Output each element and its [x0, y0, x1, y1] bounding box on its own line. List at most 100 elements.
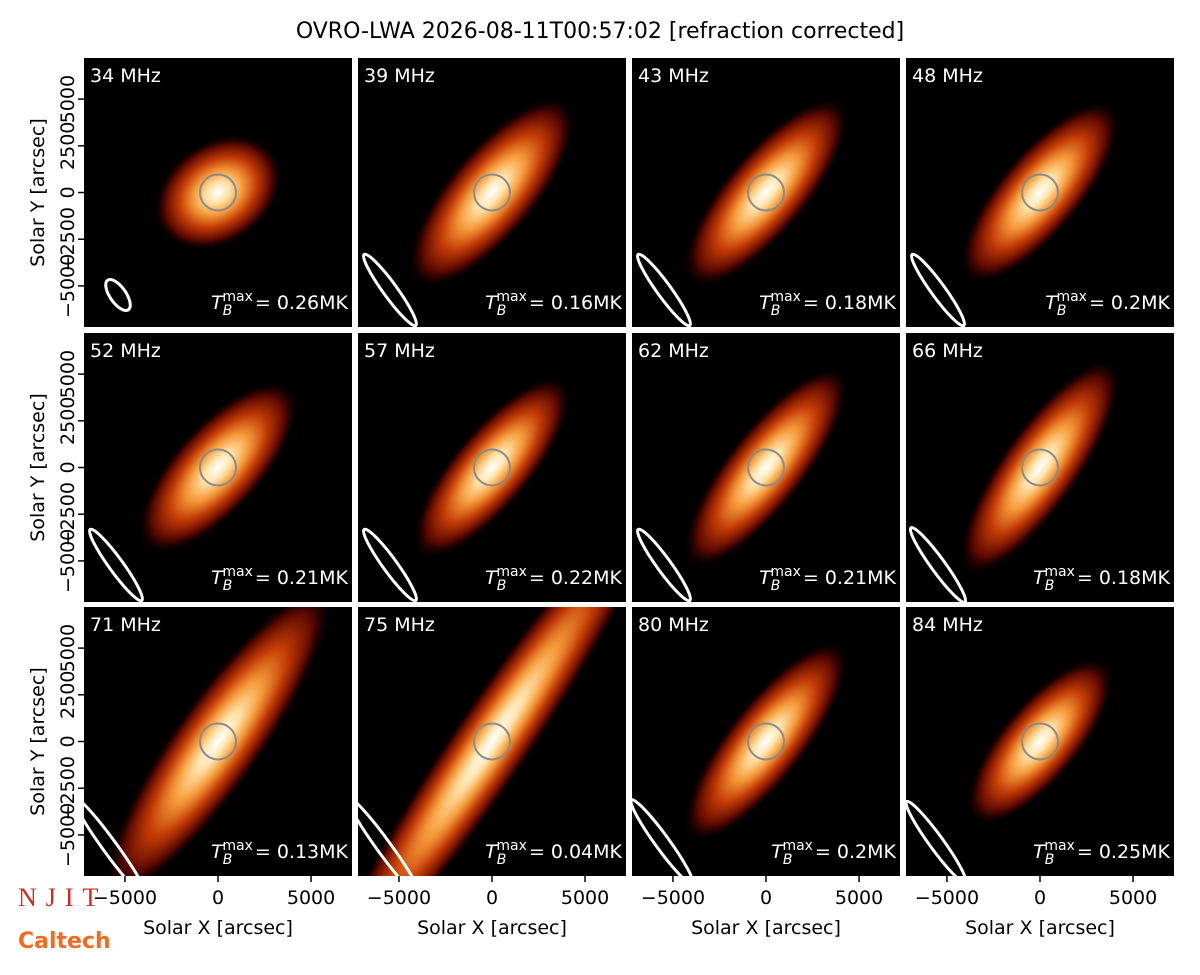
tb-annotation: TBmax = 0.18MK: [759, 289, 896, 319]
y-tick-label: 5000: [57, 75, 79, 123]
tb-sub: B: [223, 578, 233, 594]
logo-njit: NJIT: [18, 883, 107, 912]
solar-disk: [1021, 173, 1059, 212]
panel-title: 48 MHz: [912, 65, 983, 87]
panel-image: [632, 333, 900, 602]
tb-symbol: T: [759, 292, 772, 314]
x-tick-label: 5000: [1109, 887, 1157, 909]
y-axis-label: Solar Y [arcsec]: [27, 393, 49, 541]
y-axis-label: Solar Y [arcsec]: [27, 667, 49, 815]
panel-image: [632, 58, 900, 327]
y-tick-label: 0: [57, 186, 79, 198]
panel-title: 62 MHz: [638, 340, 709, 362]
tb-value: = 0.04MK: [529, 841, 623, 863]
x-axis-label: Solar X [arcsec]: [965, 917, 1115, 939]
x-tick-label: −5000: [641, 887, 705, 909]
panel: 48 MHz TBmax = 0.2MK: [906, 58, 1174, 327]
tb-sup: max: [1044, 564, 1075, 580]
tb-symbol: T: [485, 567, 498, 589]
beam: [84, 795, 149, 876]
y-tick-label: −5000: [57, 254, 79, 318]
x-tick-label: 5000: [287, 887, 335, 909]
tb-sup: max: [496, 564, 527, 580]
tb-symbol: T: [211, 841, 224, 863]
tb-annotation: TBmax = 0.18MK: [1033, 564, 1170, 594]
panel-title: 34 MHz: [90, 65, 161, 87]
panel: 57 MHz TBmax = 0.22MK: [358, 333, 626, 602]
x-tick-label: 0: [486, 887, 498, 909]
panel-image: [632, 607, 900, 876]
panel: 84 MHz TBmax = 0.25MK −5000 0 5000 Solar X [ar…: [906, 607, 1174, 939]
beam: [632, 798, 695, 876]
solar-disk: [199, 173, 237, 212]
emission: [682, 365, 850, 570]
tb-sup: max: [770, 289, 801, 305]
tb-sup: max: [222, 838, 253, 854]
tb-annotation: TBmax = 0.26MK: [211, 289, 348, 319]
solar-disk: [473, 722, 511, 761]
tb-sub: B: [497, 303, 507, 319]
panel: 43 MHz TBmax = 0.18MK: [632, 58, 900, 327]
panel-title: 52 MHz: [90, 340, 161, 362]
solar-disk: [473, 448, 511, 487]
tb-annotation: TBmax = 0.13MK: [211, 838, 348, 868]
tb-annotation: TBmax = 0.16MK: [485, 289, 622, 319]
beam: [362, 252, 418, 327]
x-tick-label: 0: [760, 887, 772, 909]
tb-annotation: TBmax = 0.2MK: [771, 838, 896, 868]
tb-sup: max: [1044, 838, 1075, 854]
solar-disk: [473, 173, 511, 212]
panel-title: 80 MHz: [638, 614, 709, 636]
panel-title: 75 MHz: [364, 614, 435, 636]
x-tick-label: 5000: [561, 887, 609, 909]
beam: [910, 252, 966, 327]
tb-sub: B: [1057, 303, 1067, 319]
tb-sup: max: [782, 838, 813, 854]
tb-sup: max: [222, 289, 253, 305]
y-tick-label: 2500: [57, 397, 79, 445]
panel-image: [906, 58, 1174, 327]
tb-symbol: T: [771, 841, 784, 863]
panel-title: 66 MHz: [912, 340, 983, 362]
tb-sup: max: [496, 838, 527, 854]
emission: [959, 100, 1121, 285]
panel-image: [906, 333, 1174, 602]
panel-image: [84, 333, 352, 602]
panel: 75 MHz TBmax = 0.04MK −5000 0 5000 Solar X [ar…: [358, 607, 626, 939]
solar-disk: [747, 173, 785, 212]
tb-value: = 0.2MK: [1089, 292, 1171, 314]
tb-value: = 0.21MK: [255, 567, 349, 589]
x-tick-label: 0: [1034, 887, 1046, 909]
panel: 39 MHz TBmax = 0.16MK: [358, 58, 626, 327]
y-tick-label: 5000: [57, 624, 79, 672]
figure-title: OVRO-LWA 2026-08-11T00:57:02 [refraction…: [296, 19, 904, 44]
x-tick-label: 5000: [835, 887, 883, 909]
y-tick-label: 2500: [57, 671, 79, 719]
tb-value: = 0.21MK: [803, 567, 897, 589]
tb-value: = 0.13MK: [255, 841, 349, 863]
tb-value: = 0.26MK: [255, 292, 349, 314]
y-tick-label: 2500: [57, 122, 79, 170]
x-axis-label: Solar X [arcsec]: [143, 917, 293, 939]
panel-image: [84, 58, 352, 327]
emission: [682, 639, 850, 844]
tb-sup: max: [1056, 289, 1087, 305]
beam: [362, 527, 418, 602]
x-axis-label: Solar X [arcsec]: [691, 917, 841, 939]
tb-sub: B: [497, 578, 507, 594]
tb-symbol: T: [211, 567, 224, 589]
emission: [102, 607, 334, 876]
beam: [636, 527, 692, 602]
emission: [958, 358, 1122, 577]
tb-sub: B: [223, 852, 233, 868]
tb-symbol: T: [211, 292, 224, 314]
panel-image: [84, 607, 352, 876]
emission: [965, 657, 1115, 826]
tb-symbol: T: [1033, 567, 1046, 589]
solar-disk: [199, 722, 237, 761]
y-tick-label: 5000: [57, 350, 79, 398]
